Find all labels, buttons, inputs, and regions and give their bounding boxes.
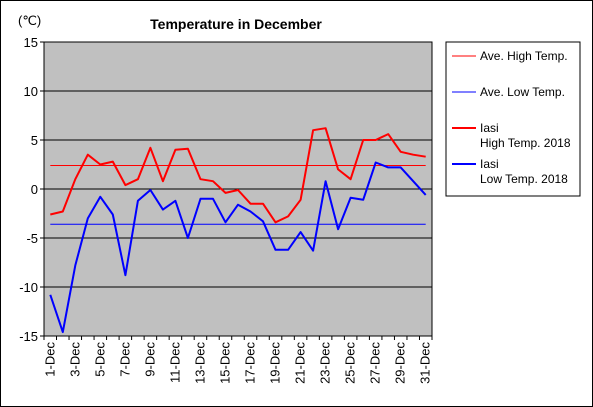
chart-title: Temperature in December bbox=[150, 16, 322, 32]
legend-label: Iasi High Temp. 2018 bbox=[480, 121, 571, 150]
x-tick-label: 1-Dec bbox=[42, 342, 57, 377]
y-tick-label: -10 bbox=[19, 280, 38, 295]
y-tick-label: 10 bbox=[24, 84, 38, 99]
legend-label: Ave. High Temp. bbox=[480, 49, 568, 63]
y-tick-label: 5 bbox=[31, 133, 38, 148]
x-tick-label: 29-Dec bbox=[393, 342, 408, 384]
x-tick-label: 7-Dec bbox=[117, 342, 132, 377]
legend: Ave. High Temp. Ave. Low Temp. Iasi High Te… bbox=[452, 49, 571, 186]
grid-lines bbox=[44, 90, 432, 288]
x-tick-label: 15-Dec bbox=[217, 342, 232, 384]
y-tick-label: 15 bbox=[24, 35, 38, 50]
x-tick-label: 13-Dec bbox=[192, 342, 207, 384]
y-tick-label: 0 bbox=[31, 182, 38, 197]
x-tick-label: 3-Dec bbox=[67, 342, 82, 377]
y-tick-label: -5 bbox=[26, 231, 38, 246]
x-tick-label: 31-Dec bbox=[418, 342, 433, 384]
y-axis-unit-label: (℃) bbox=[18, 13, 41, 28]
x-tick-label: 19-Dec bbox=[268, 342, 283, 384]
x-tick-label: 21-Dec bbox=[293, 342, 308, 384]
x-tick-label: 17-Dec bbox=[243, 342, 258, 384]
legend-label: Iasi Low Temp. 2018 bbox=[480, 157, 568, 186]
series-line-2 bbox=[50, 127, 426, 224]
x-axis-ticks: 1-Dec 3-Dec 5-Dec 7-Dec 9-Dec 11-Dec 13-Dec 15-… bbox=[42, 336, 433, 384]
legend-label: Ave. Low Temp. bbox=[480, 85, 565, 99]
x-tick-label: 27-Dec bbox=[368, 342, 383, 384]
x-tick-label: 5-Dec bbox=[92, 342, 107, 377]
y-axis-ticks: 15 10 5 0 -5 -10 -15 bbox=[19, 35, 44, 344]
series-line-3 bbox=[49, 161, 427, 334]
x-tick-label: 25-Dec bbox=[343, 342, 358, 384]
legend-box bbox=[445, 41, 581, 197]
series-lines bbox=[49, 127, 427, 334]
y-tick-label: -15 bbox=[19, 329, 38, 344]
x-tick-label: 9-Dec bbox=[142, 342, 157, 377]
x-tick-label: 11-Dec bbox=[167, 342, 182, 383]
x-tick-label: 23-Dec bbox=[318, 342, 333, 384]
